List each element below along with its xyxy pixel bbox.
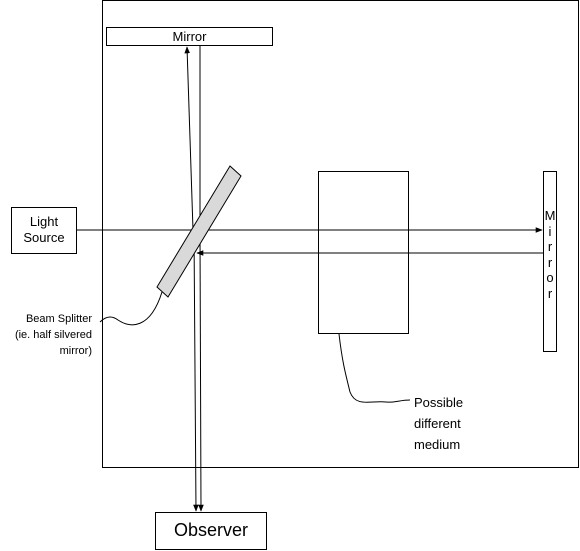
medium-line: medium <box>414 437 461 452</box>
medium-line: Possible <box>414 395 464 410</box>
right-mirror-letter: i <box>548 223 552 239</box>
light-source-box <box>11 207 77 254</box>
observer-box <box>155 512 267 550</box>
beam-splitter <box>156 165 242 298</box>
right-mirror-letter: r <box>547 239 553 254</box>
right-mirror <box>543 171 557 352</box>
medium-label: Possible different medium <box>414 392 463 455</box>
right-mirror-letter: r <box>547 285 553 301</box>
top-mirror-label: Mirror <box>172 29 207 44</box>
beam-splitter-leader <box>99 291 163 326</box>
light-source-line: Source <box>23 230 65 245</box>
beam-splitter-line: Beam Splitter <box>25 313 92 325</box>
right-mirror-label: M i r r o r <box>543 208 557 301</box>
observer-label: Observer <box>173 520 249 540</box>
beam-splitter-line: mirror) <box>59 345 92 357</box>
beam-to-observer-left <box>193 231 199 512</box>
medium-leader <box>338 333 411 403</box>
medium-line: different <box>414 416 461 431</box>
beam-splitter-line: (ie. half silvered <box>14 329 92 341</box>
apparatus-frame <box>102 0 579 468</box>
beam-to-observer-right <box>198 233 204 512</box>
light-source-label: Light Source <box>11 214 77 246</box>
beam-splitter-label: Beam Splitter (ie. half silvered mirror) <box>0 311 92 359</box>
right-mirror-letter: r <box>547 254 553 270</box>
top-mirror <box>106 27 273 46</box>
beam-to-top-mirror <box>184 46 194 231</box>
right-mirror-letter: o <box>546 270 554 285</box>
right-mirror-letter: M <box>544 208 556 223</box>
light-source-line: Light <box>29 214 59 229</box>
